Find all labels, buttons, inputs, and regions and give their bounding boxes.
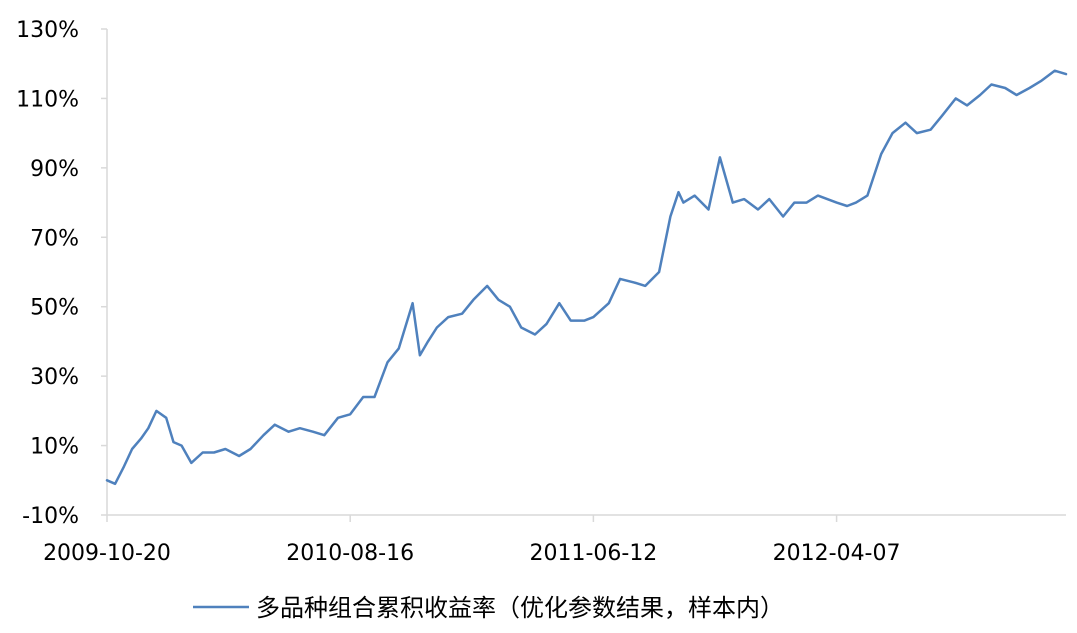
y-tick-label: -10%: [22, 504, 79, 529]
legend: 多品种组合累积收益率（优化参数结果，样本内）: [193, 594, 784, 622]
y-tick-label: 130%: [16, 18, 79, 43]
legend-label: 多品种组合累积收益率（优化参数结果，样本内）: [256, 594, 784, 622]
y-tick-label: 10%: [30, 435, 79, 460]
x-tick-label: 2010-08-16: [286, 541, 414, 566]
y-tick-label: 110%: [16, 87, 79, 112]
x-tick-label: 2011-06-12: [529, 541, 657, 566]
y-axis: -10% 10% 30% 50% 70% 90% 110% 130%: [16, 18, 108, 529]
y-tick-label: 90%: [30, 157, 79, 182]
y-tick-label: 50%: [30, 296, 79, 321]
x-tick-label: 2009-10-20: [43, 541, 171, 566]
x-axis: 2009-10-20 2010-08-16 2011-06-12 2012-04-07: [43, 514, 1066, 566]
y-tick-label: 30%: [30, 365, 79, 390]
y-tick-label: 70%: [30, 226, 79, 251]
x-tick-label: 2012-04-07: [773, 541, 901, 566]
series-line: [105, 69, 1068, 486]
